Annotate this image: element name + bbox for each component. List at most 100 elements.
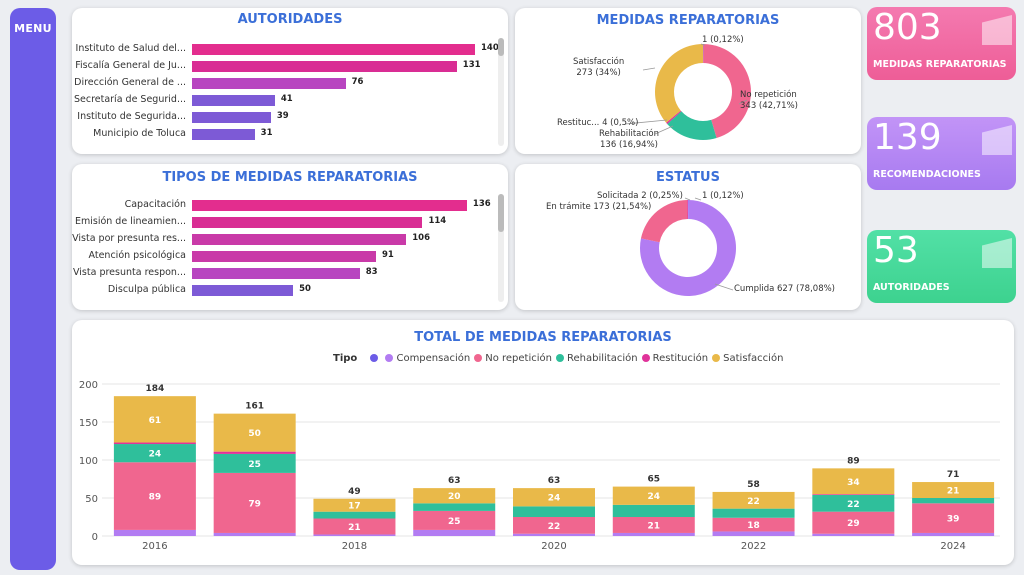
legend-dot[interactable] [641, 354, 650, 362]
tipos-label: Atención psicológica [88, 250, 186, 261]
medidas-donut-slice[interactable] [655, 44, 703, 123]
tipos-bar[interactable] [192, 217, 423, 228]
bar-segment[interactable] [912, 503, 995, 533]
bar-segment[interactable] [612, 532, 695, 536]
legend-item-label[interactable]: No repetición [485, 353, 552, 364]
bar-segment[interactable] [513, 517, 595, 534]
autoridades-value: 131 [462, 60, 481, 70]
segment-value-label: 39 [947, 515, 960, 525]
bar-segment[interactable] [413, 503, 496, 511]
bar-segment[interactable] [712, 517, 795, 532]
legend-dot[interactable] [385, 354, 394, 362]
menu-sidebar[interactable]: MENU [10, 8, 56, 570]
kpi-autoridades-card: 53 AUTORIDADES [867, 230, 1016, 303]
tipos-bar[interactable] [192, 285, 294, 296]
estatus-donut-slice[interactable] [640, 200, 688, 243]
legend-item-label[interactable]: Rehabilitación [566, 353, 638, 364]
bar-segment[interactable] [812, 494, 895, 495]
segment-value-label: 50 [248, 429, 261, 439]
tipos-bar[interactable] [192, 268, 360, 279]
autoridades-bar[interactable] [192, 129, 255, 140]
bar-segment[interactable] [612, 517, 695, 533]
tipos-row[interactable]: Disculpa pública 50 [72, 283, 492, 300]
autoridades-row[interactable]: Fiscalía General de Ju... 131 [72, 59, 492, 76]
legend-dot[interactable] [712, 354, 721, 362]
autoridades-bar[interactable] [192, 44, 475, 55]
bar-segment[interactable] [712, 508, 795, 518]
bar-segment[interactable] [413, 529, 496, 536]
bar-segment[interactable] [513, 488, 595, 507]
bar-segment[interactable] [612, 486, 695, 505]
tipos-row[interactable]: Atención psicológica 91 [72, 249, 492, 266]
bar-segment[interactable] [513, 533, 595, 536]
medidas-donut-slice[interactable] [667, 111, 717, 140]
bar-segment[interactable] [313, 498, 396, 512]
tipos-title: TIPOS DE MEDIDAS REPARATORIAS [162, 170, 418, 185]
bar-segment[interactable] [213, 472, 296, 533]
legend-item-label[interactable]: Compensación [396, 353, 471, 364]
bar-segment[interactable] [812, 533, 895, 536]
legend-item-label[interactable]: Satisfacción [723, 353, 784, 364]
bar-segment[interactable] [513, 506, 595, 517]
tipos-label: Vista presunta respon... [73, 267, 186, 278]
bar-segment[interactable] [213, 413, 296, 452]
autoridades-scroll-track[interactable] [498, 38, 504, 146]
bar-segment[interactable] [213, 453, 296, 473]
autoridades-bar[interactable] [192, 78, 346, 89]
bar-segment[interactable] [912, 482, 995, 498]
estatus-donut-slice[interactable] [687, 200, 688, 220]
autoridades-row[interactable]: Instituto de Segurida... 39 [72, 110, 492, 127]
bar-segment[interactable] [213, 532, 296, 536]
estatus-donut-slice[interactable] [640, 200, 736, 296]
autoridades-row[interactable]: Dirección General de ... 76 [72, 76, 492, 93]
autoridades-scrollbar[interactable] [498, 38, 504, 56]
bar-segment[interactable] [413, 510, 496, 530]
tipos-bar[interactable] [192, 200, 467, 211]
bar-segment[interactable] [113, 444, 196, 463]
bar-segment[interactable] [113, 529, 196, 536]
legend-dot[interactable] [555, 354, 564, 362]
tipos-row[interactable]: Vista por presunta res... 106 [72, 232, 492, 249]
tipos-row[interactable]: Capacitación 136 [72, 198, 492, 215]
legend-dot[interactable] [370, 354, 379, 362]
bar-segment[interactable] [912, 498, 995, 504]
menu-label[interactable]: MENU [14, 22, 52, 35]
medidas-donut-slice[interactable] [666, 110, 682, 124]
autoridades-bar[interactable] [192, 112, 271, 123]
bar-segment[interactable] [712, 491, 795, 509]
bar-segment[interactable] [313, 534, 396, 536]
bar-segment[interactable] [213, 451, 296, 454]
bar-segment[interactable] [812, 468, 895, 495]
medidas-label-restitucion: Restituc... 4 (0,5%) [557, 118, 639, 128]
autoridades-row[interactable]: Instituto de Salud del... 140 [72, 42, 499, 59]
bar-segment[interactable] [812, 511, 895, 534]
tipos-bar[interactable] [192, 234, 407, 245]
bar-segment[interactable] [113, 396, 196, 443]
bar-segment[interactable] [912, 532, 995, 536]
tipos-value: 83 [365, 267, 378, 277]
medidas-leader-line [642, 67, 656, 71]
bar-segment[interactable] [313, 518, 396, 535]
medidas-label-rehabilitacion-value: 136 (16,94%) [600, 140, 658, 150]
legend-dot[interactable] [474, 354, 483, 362]
x-tick-label: 2022 [741, 541, 766, 552]
medidas-donut-slice[interactable] [703, 44, 751, 139]
medidas-leader-line [700, 43, 706, 46]
bar-segment[interactable] [413, 488, 496, 504]
legend-item-label[interactable]: Restitución [652, 353, 709, 364]
tipos-bar[interactable] [192, 251, 376, 262]
bar-segment[interactable] [113, 442, 196, 445]
tipos-scroll-track[interactable] [498, 194, 504, 302]
tipos-row[interactable]: Vista presunta respon... 83 [72, 266, 492, 283]
bar-segment[interactable] [612, 504, 695, 517]
bar-segment[interactable] [313, 511, 396, 519]
bar-segment[interactable] [812, 494, 895, 512]
bar-segment[interactable] [113, 462, 196, 530]
autoridades-row[interactable]: Municipio de Toluca 31 [72, 127, 492, 144]
tipos-row[interactable]: Emisión de lineamien... 114 [72, 215, 492, 232]
bar-segment[interactable] [712, 531, 795, 536]
autoridades-bar[interactable] [192, 95, 275, 106]
tipos-scrollbar[interactable] [498, 194, 504, 232]
autoridades-bar[interactable] [192, 61, 457, 72]
autoridades-row[interactable]: Secretaría de Segurid... 41 [72, 93, 492, 110]
